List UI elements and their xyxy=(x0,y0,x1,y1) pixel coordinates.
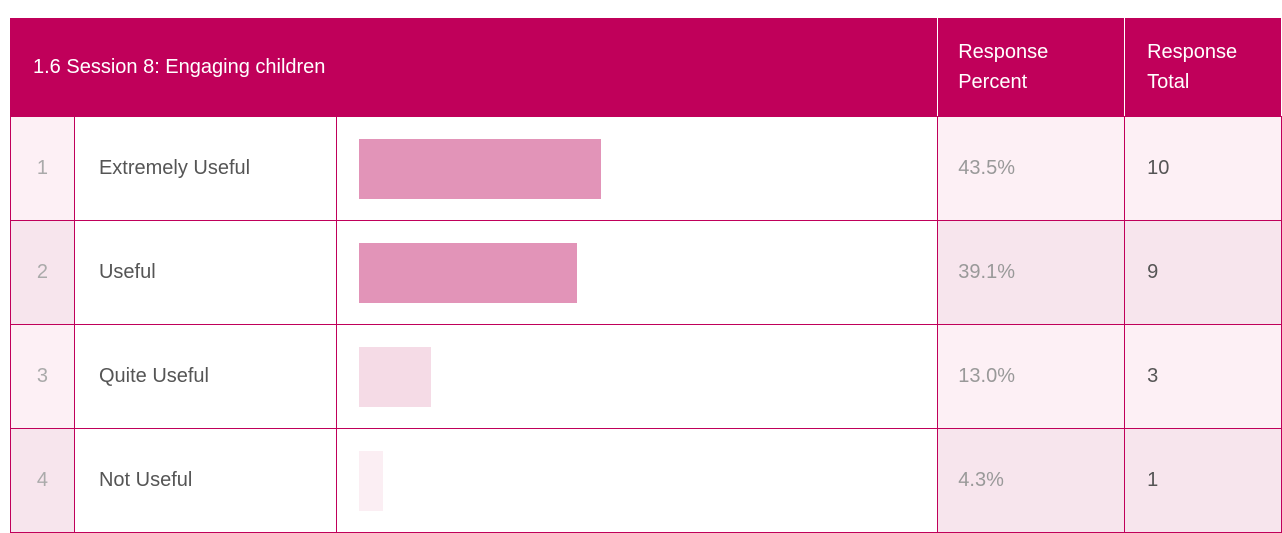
response-total: 10 xyxy=(1125,117,1282,220)
response-total: 3 xyxy=(1125,325,1282,428)
bar-cell xyxy=(337,117,939,220)
response-percent: 39.1% xyxy=(938,221,1126,324)
table-row: 3 Quite Useful 13.0% 3 xyxy=(10,325,1282,429)
table-row: 4 Not Useful 4.3% 1 xyxy=(10,429,1282,533)
row-label: Extremely Useful xyxy=(75,117,337,220)
table-row: 1 Extremely Useful 43.5% 10 xyxy=(10,117,1282,221)
table-title: 1.6 Session 8: Engaging children xyxy=(11,18,939,116)
row-index: 4 xyxy=(11,429,75,532)
bar-cell xyxy=(337,325,939,428)
response-percent: 43.5% xyxy=(938,117,1126,220)
bar xyxy=(358,242,577,303)
percent-header: Response Percent xyxy=(938,18,1126,116)
total-header: Response Total xyxy=(1125,18,1282,116)
response-percent: 4.3% xyxy=(938,429,1126,532)
response-total: 9 xyxy=(1125,221,1282,324)
bar xyxy=(358,346,432,407)
table-row: 2 Useful 39.1% 9 xyxy=(10,221,1282,325)
row-index: 1 xyxy=(11,117,75,220)
table-header: 1.6 Session 8: Engaging children Respons… xyxy=(10,18,1282,117)
bar xyxy=(358,450,383,511)
row-label: Not Useful xyxy=(75,429,337,532)
bar xyxy=(358,138,602,199)
response-total: 1 xyxy=(1125,429,1282,532)
row-label: Useful xyxy=(75,221,337,324)
row-index: 2 xyxy=(11,221,75,324)
results-table: 1.6 Session 8: Engaging children Respons… xyxy=(10,18,1282,533)
bar-cell xyxy=(337,221,939,324)
bar-cell xyxy=(337,429,939,532)
response-percent: 13.0% xyxy=(938,325,1126,428)
row-label: Quite Useful xyxy=(75,325,337,428)
row-index: 3 xyxy=(11,325,75,428)
